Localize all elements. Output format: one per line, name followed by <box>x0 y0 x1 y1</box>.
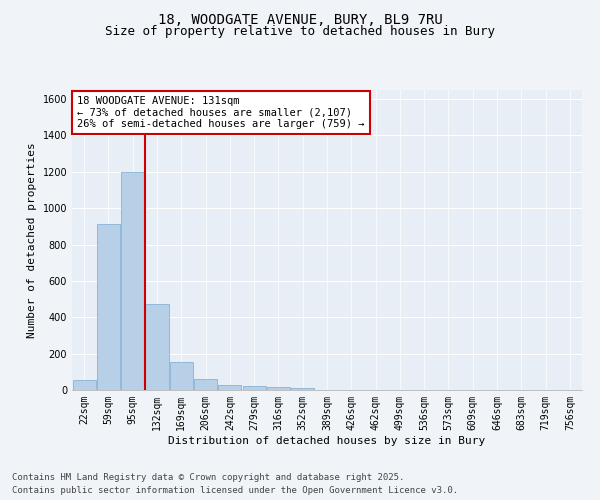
Text: 18, WOODGATE AVENUE, BURY, BL9 7RU: 18, WOODGATE AVENUE, BURY, BL9 7RU <box>158 12 442 26</box>
Bar <box>291 388 314 390</box>
Text: Size of property relative to detached houses in Bury: Size of property relative to detached ho… <box>105 25 495 38</box>
Bar <box>242 386 266 390</box>
Text: Contains HM Land Registry data © Crown copyright and database right 2025.: Contains HM Land Registry data © Crown c… <box>12 474 404 482</box>
Bar <box>194 379 217 390</box>
Text: 18 WOODGATE AVENUE: 131sqm
← 73% of detached houses are smaller (2,107)
26% of s: 18 WOODGATE AVENUE: 131sqm ← 73% of deta… <box>77 96 365 129</box>
Bar <box>73 380 95 390</box>
X-axis label: Distribution of detached houses by size in Bury: Distribution of detached houses by size … <box>169 436 485 446</box>
Text: Contains public sector information licensed under the Open Government Licence v3: Contains public sector information licen… <box>12 486 458 495</box>
Bar <box>218 385 241 390</box>
Bar <box>145 304 169 390</box>
Bar <box>121 172 144 390</box>
Bar <box>267 388 290 390</box>
Y-axis label: Number of detached properties: Number of detached properties <box>27 142 37 338</box>
Bar <box>97 224 120 390</box>
Bar <box>170 362 193 390</box>
